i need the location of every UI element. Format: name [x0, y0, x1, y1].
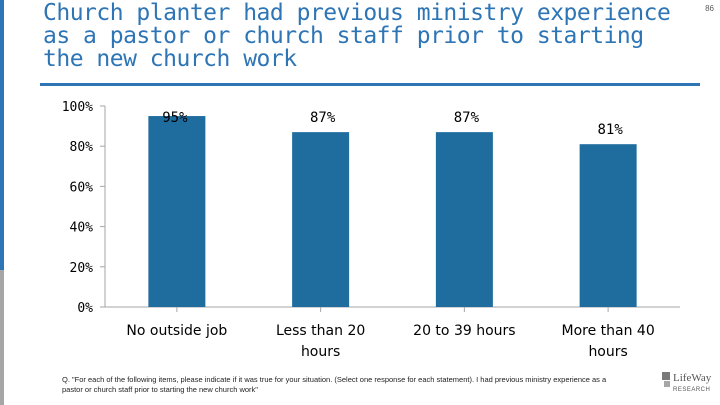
svg-text:LifeWay: LifeWay: [673, 372, 712, 384]
accent-bar-blue: [0, 0, 4, 270]
bar: [435, 132, 493, 307]
title-underline: [40, 83, 700, 86]
data-label: 81%: [597, 122, 623, 138]
data-label: 87%: [310, 110, 336, 126]
data-label: 87%: [454, 110, 480, 126]
category-label: 20 to 39 hours: [413, 323, 515, 339]
data-label: 95%: [162, 110, 188, 126]
page-number: 86: [705, 4, 714, 13]
accent-bar-gray: [0, 270, 4, 405]
slide-title: Church planter had previous ministry exp…: [43, 0, 671, 72]
y-tick-label: 20%: [70, 261, 94, 276]
y-tick-label: 60%: [70, 180, 94, 195]
survey-question-footnote: Q. "For each of the following items, ple…: [62, 375, 607, 394]
bar: [148, 116, 206, 307]
category-label: Less than 20 hours: [276, 323, 365, 360]
category-label: No outside job: [126, 323, 227, 339]
y-tick-label: 100%: [62, 100, 93, 115]
bar: [579, 144, 637, 307]
category-label: More than 40 hours: [562, 323, 655, 360]
y-tick-label: 0%: [77, 301, 93, 316]
y-tick-label: 80%: [70, 140, 94, 155]
lifeway-research-logo: LifeWay RESEARCH: [662, 372, 712, 393]
y-tick-label: 40%: [70, 221, 94, 236]
svg-text:RESEARCH: RESEARCH: [673, 387, 710, 393]
bar: [292, 132, 350, 307]
